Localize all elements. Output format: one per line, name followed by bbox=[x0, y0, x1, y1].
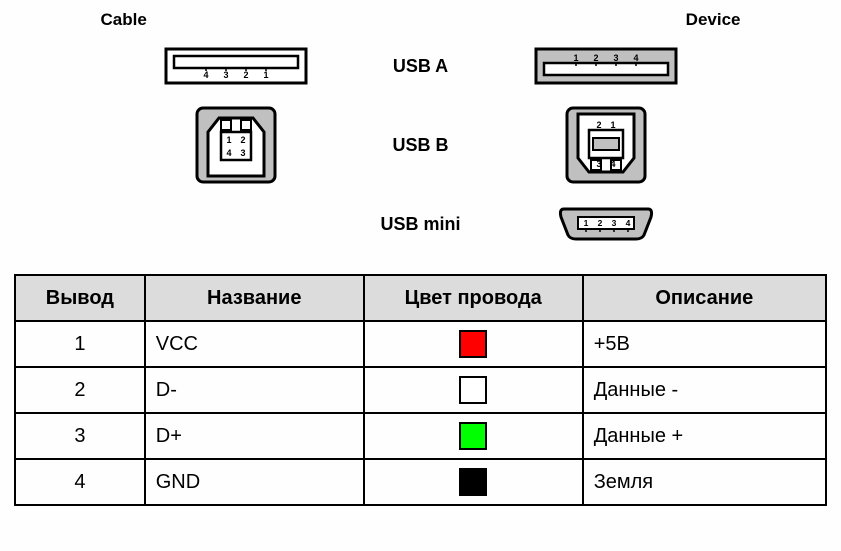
svg-text:3: 3 bbox=[240, 148, 245, 158]
col-color: Цвет провода bbox=[364, 275, 583, 321]
usb-b-device-icon: 12 34 bbox=[491, 102, 721, 188]
pinout-table: Вывод Название Цвет провода Описание 1 V… bbox=[14, 274, 827, 506]
cell-pin: 3 bbox=[15, 413, 145, 459]
usb-b-cable-icon: 12 43 bbox=[121, 102, 351, 188]
table-body: 1 VCC +5В 2 D- Данные - 3 D+ Данные + 4 … bbox=[15, 321, 826, 505]
svg-text:4: 4 bbox=[625, 218, 630, 228]
svg-text:1: 1 bbox=[583, 218, 588, 228]
header-cable: Cable bbox=[101, 10, 147, 30]
connector-diagram: Cable Device 1234 USB A bbox=[71, 10, 771, 254]
cell-color bbox=[364, 321, 583, 367]
cell-name: GND bbox=[145, 459, 364, 505]
cell-name: VCC bbox=[145, 321, 364, 367]
cell-color bbox=[364, 413, 583, 459]
table-row: 3 D+ Данные + bbox=[15, 413, 826, 459]
cell-pin: 4 bbox=[15, 459, 145, 505]
label-usb-mini: USB mini bbox=[351, 214, 491, 235]
row-usb-a: 1 2 3 4 USB A 1 2 3 4 bbox=[71, 36, 771, 96]
col-name: Название bbox=[145, 275, 364, 321]
color-swatch bbox=[459, 468, 487, 496]
svg-text:1: 1 bbox=[226, 135, 231, 145]
cell-desc: Земля bbox=[583, 459, 826, 505]
svg-text:3: 3 bbox=[611, 218, 616, 228]
svg-text:1: 1 bbox=[263, 70, 268, 80]
color-swatch bbox=[459, 422, 487, 450]
cell-color bbox=[364, 367, 583, 413]
svg-text:3: 3 bbox=[613, 53, 618, 63]
cell-name: D+ bbox=[145, 413, 364, 459]
cell-desc: Данные - bbox=[583, 367, 826, 413]
header-device: Device bbox=[686, 10, 741, 30]
label-usb-a: USB A bbox=[351, 56, 491, 77]
col-desc: Описание bbox=[583, 275, 826, 321]
row-usb-b: 12 43 USB B 12 34 bbox=[71, 102, 771, 188]
svg-text:2: 2 bbox=[597, 218, 602, 228]
table-row: 1 VCC +5В bbox=[15, 321, 826, 367]
table-header-row: Вывод Название Цвет провода Описание bbox=[15, 275, 826, 321]
cell-pin: 2 bbox=[15, 367, 145, 413]
svg-text:4: 4 bbox=[226, 148, 231, 158]
table-row: 2 D- Данные - bbox=[15, 367, 826, 413]
usb-a-cable-icon: 1 2 3 4 bbox=[121, 41, 351, 91]
svg-text:3: 3 bbox=[596, 159, 601, 169]
svg-text:1: 1 bbox=[610, 120, 615, 130]
svg-text:2: 2 bbox=[596, 120, 601, 130]
svg-text:4: 4 bbox=[610, 159, 615, 169]
col-pin: Вывод bbox=[15, 275, 145, 321]
color-swatch bbox=[459, 330, 487, 358]
label-usb-b: USB B bbox=[351, 135, 491, 156]
svg-text:2: 2 bbox=[593, 53, 598, 63]
cell-pin: 1 bbox=[15, 321, 145, 367]
svg-text:2: 2 bbox=[243, 70, 248, 80]
cell-desc: Данные + bbox=[583, 413, 826, 459]
cell-name: D- bbox=[145, 367, 364, 413]
svg-text:4: 4 bbox=[203, 70, 208, 80]
svg-text:3: 3 bbox=[223, 70, 228, 80]
row-usb-mini: USB mini 1234 bbox=[71, 194, 771, 254]
svg-text:1: 1 bbox=[573, 53, 578, 63]
svg-text:2: 2 bbox=[240, 135, 245, 145]
table-row: 4 GND Земля bbox=[15, 459, 826, 505]
usb-a-device-icon: 1 2 3 4 bbox=[491, 41, 721, 91]
cell-color bbox=[364, 459, 583, 505]
cell-desc: +5В bbox=[583, 321, 826, 367]
usb-mini-device-icon: 1234 bbox=[491, 203, 721, 245]
color-swatch bbox=[459, 376, 487, 404]
diagram-column-headers: Cable Device bbox=[101, 10, 741, 30]
svg-text:4: 4 bbox=[633, 53, 638, 63]
